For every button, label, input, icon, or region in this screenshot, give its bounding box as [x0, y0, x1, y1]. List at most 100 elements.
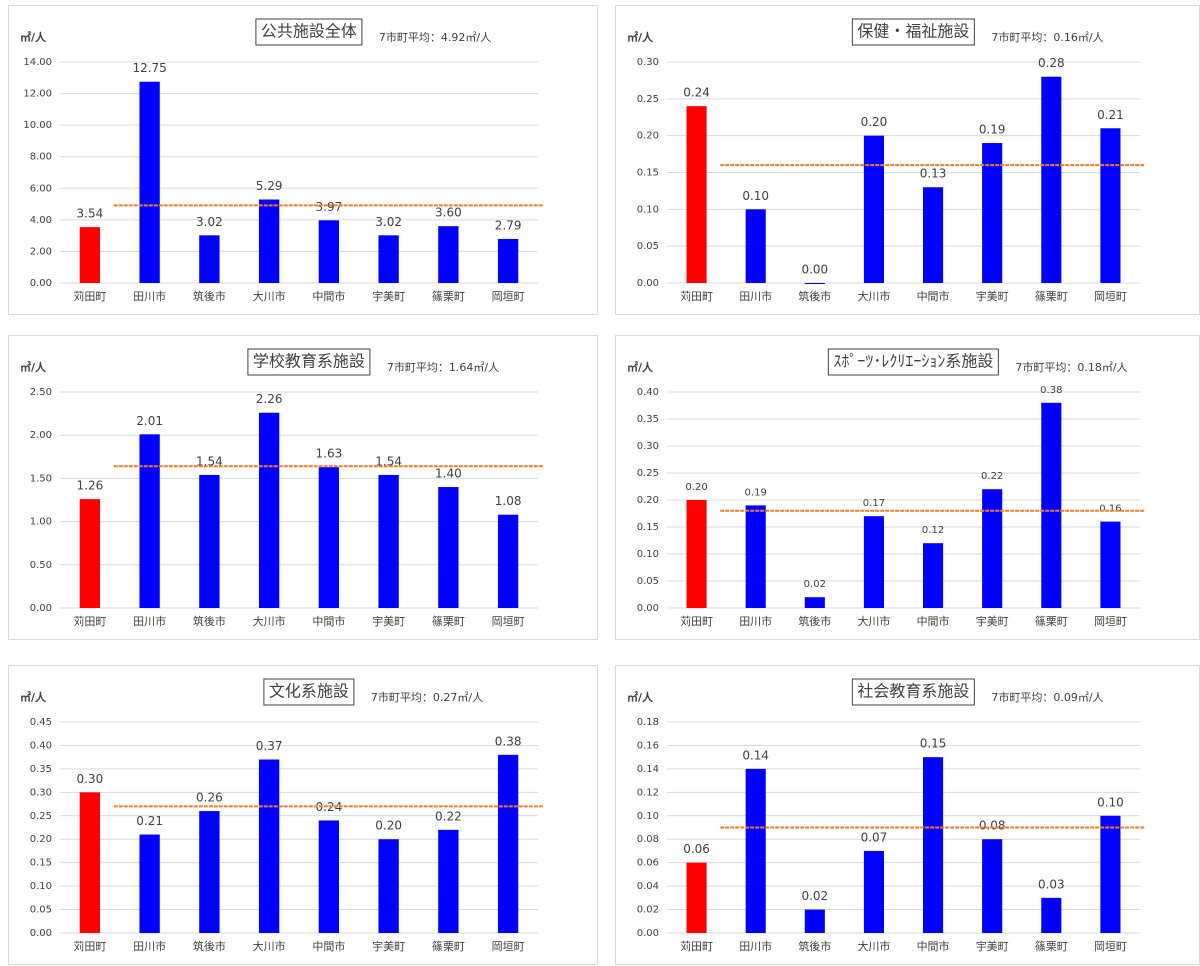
y-tick-label: 0.15: [637, 522, 659, 533]
y-axis-label: ㎡/人: [20, 360, 47, 374]
y-tick-label: 2.00: [30, 430, 52, 441]
chart-panel: ㎡/人 0.00 0.50 1.00 1.50 2.00 2.50 1.26 苅田町 2.01 田川…: [8, 335, 598, 640]
chart-panel: ㎡/人 0.00 0.05 0.10 0.15 0.20 0.25 0.30 0.35 0.40 0…: [615, 335, 1200, 640]
bar: [923, 543, 944, 608]
bar: [497, 754, 519, 933]
y-tick-label: 1.00: [30, 517, 52, 528]
bar: [1100, 128, 1121, 283]
value-label: 0.16: [1099, 504, 1121, 515]
value-label: 12.75: [132, 61, 166, 75]
value-label: 1.08: [495, 494, 522, 508]
y-tick-label: 0.30: [30, 787, 52, 798]
x-tick-label: 筑後市: [193, 614, 226, 628]
bar: [318, 820, 340, 933]
chart-panel: ㎡/人 0.00 0.05 0.10 0.15 0.20 0.25 0.30 0.35 0.40 0…: [8, 665, 598, 965]
y-tick-label: 0.10: [637, 549, 659, 560]
x-tick-label: 筑後市: [798, 939, 831, 953]
value-label: 0.22: [981, 471, 1003, 482]
bar: [863, 135, 884, 283]
value-label: 3.02: [375, 215, 402, 229]
bar: [1041, 402, 1062, 608]
value-label: 0.03: [1038, 877, 1065, 891]
bar: [804, 909, 825, 933]
x-tick-label: 篠栗町: [1035, 289, 1068, 303]
y-axis-label: ㎡/人: [20, 690, 47, 704]
chart-title: 保健・福祉施設: [857, 22, 969, 41]
x-tick-label: 田川市: [133, 939, 166, 953]
bar: [982, 839, 1003, 933]
y-tick-label: 0.00: [30, 603, 52, 614]
title-box: [851, 678, 975, 706]
chart-title: 社会教育系施設: [857, 682, 969, 701]
y-tick-label: 0.30: [637, 57, 659, 68]
average-annotation: 7市町平均：0.27㎡/人: [371, 690, 483, 704]
y-tick-label: 0.00: [637, 278, 659, 289]
x-tick-label: 苅田町: [73, 289, 106, 303]
bar: [982, 143, 1003, 283]
x-tick-label: 中間市: [312, 614, 345, 628]
value-label: 3.97: [316, 200, 343, 214]
x-tick-label: 大川市: [253, 289, 286, 303]
value-label: 0.15: [920, 737, 947, 751]
chart-title: 公共施設全体: [261, 22, 357, 41]
y-tick-label: 0.08: [637, 834, 659, 845]
y-tick-label: 0.20: [30, 834, 52, 845]
x-tick-label: 大川市: [857, 614, 890, 628]
bar: [745, 209, 766, 283]
bar: [199, 235, 220, 283]
x-tick-label: 田川市: [133, 289, 166, 303]
average-annotation: 7市町平均：4.92㎡/人: [379, 30, 491, 44]
y-axis-label: ㎡/人: [627, 30, 654, 44]
x-tick-label: 大川市: [857, 289, 890, 303]
value-label: 1.40: [435, 467, 462, 481]
average-annotation: 7市町平均：0.16㎡/人: [991, 30, 1103, 44]
bar: [1041, 76, 1062, 283]
bar: [982, 489, 1003, 608]
y-tick-label: 0.10: [637, 811, 659, 822]
title-box: [827, 348, 999, 376]
value-label: 0.10: [1097, 795, 1124, 809]
value-label: 2.26: [256, 392, 283, 406]
x-tick-label: 岡垣町: [1094, 615, 1127, 628]
value-label: 0.19: [979, 123, 1006, 137]
y-tick-label: 0.25: [30, 811, 52, 822]
average-annotation: 7市町平均：0.18㎡/人: [1015, 360, 1127, 374]
y-tick-label: 6.00: [30, 183, 52, 194]
value-label: 0.20: [861, 115, 888, 129]
y-tick-label: 0.00: [30, 278, 52, 289]
value-label: 3.02: [196, 215, 223, 229]
value-label: 0.08: [979, 819, 1006, 833]
y-tick-label: 0.10: [637, 204, 659, 215]
title-box: [247, 348, 371, 376]
value-label: 1.63: [316, 447, 343, 461]
bar: [79, 499, 101, 608]
x-tick-label: 宇美町: [976, 940, 1009, 953]
bar: [378, 235, 399, 283]
x-tick-label: 岡垣町: [492, 615, 525, 628]
y-tick-label: 0.10: [30, 881, 52, 892]
bar: [497, 238, 519, 283]
value-label: 0.02: [804, 579, 826, 590]
y-tick-label: 0.25: [637, 468, 659, 479]
value-label: 0.13: [920, 167, 947, 181]
y-tick-label: 0.12: [637, 787, 659, 798]
value-label: 0.02: [801, 889, 828, 903]
bar: [745, 768, 766, 933]
y-tick-label: 0.40: [637, 387, 659, 398]
y-axis-label: ㎡/人: [627, 690, 654, 704]
bar: [438, 829, 459, 933]
y-tick-label: 0.50: [30, 560, 52, 571]
x-tick-label: 篠栗町: [1035, 614, 1068, 628]
y-tick-label: 0.20: [637, 131, 659, 142]
bar: [79, 227, 101, 283]
x-tick-label: 筑後市: [193, 939, 226, 953]
title-box: [263, 678, 355, 706]
x-tick-label: 宇美町: [372, 290, 405, 303]
bar: [318, 467, 340, 608]
y-tick-label: 0.16: [637, 740, 659, 751]
chart-title: 文化系施設: [269, 682, 349, 701]
value-label: 0.30: [77, 772, 104, 786]
x-tick-label: 宇美町: [372, 615, 405, 628]
y-tick-label: 0.05: [30, 905, 52, 916]
